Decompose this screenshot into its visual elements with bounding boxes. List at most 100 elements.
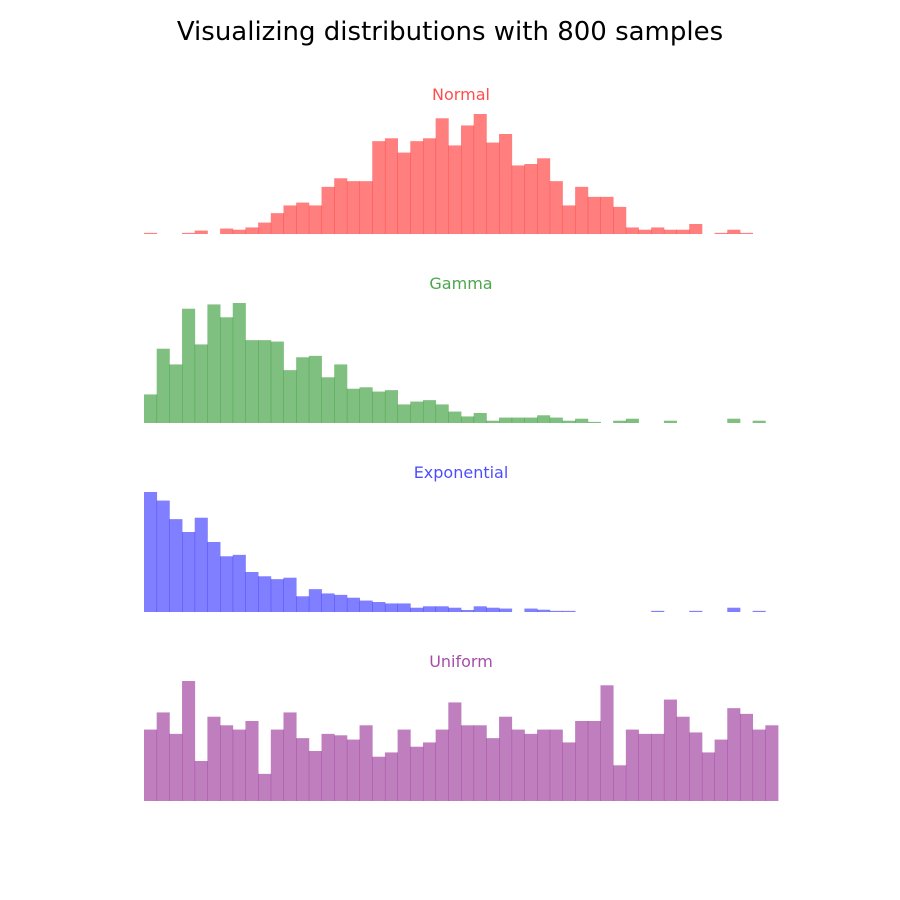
uniform-bar bbox=[676, 716, 690, 801]
exponential-bar bbox=[258, 576, 272, 612]
uniform-bar bbox=[625, 729, 639, 801]
exponential-bar bbox=[372, 602, 386, 612]
normal-bar bbox=[587, 196, 601, 234]
exponential-bar bbox=[308, 589, 322, 612]
gamma-bar bbox=[473, 413, 487, 423]
panel-normal: Normal bbox=[144, 85, 754, 234]
uniform-bar bbox=[461, 725, 475, 801]
uniform-bar bbox=[296, 738, 310, 801]
gamma-bar bbox=[549, 417, 563, 423]
exponential-bar bbox=[207, 542, 221, 612]
uniform-bar bbox=[575, 721, 589, 801]
exponential-bar bbox=[448, 607, 462, 612]
uniform-bar bbox=[739, 713, 754, 801]
histogram-panels: Normal Gamma Exponential Uniform bbox=[144, 85, 779, 801]
normal-bar bbox=[625, 227, 639, 234]
uniform-bar bbox=[182, 681, 196, 801]
uniform-bar bbox=[372, 756, 386, 801]
gamma-bar bbox=[194, 344, 208, 423]
gamma-bar bbox=[461, 416, 475, 423]
normal-bar bbox=[549, 181, 563, 234]
exponential-bar bbox=[410, 607, 424, 612]
normal-bar bbox=[194, 230, 208, 234]
uniform-bar bbox=[714, 739, 728, 801]
uniform-bar bbox=[346, 739, 360, 801]
exponential-bar bbox=[384, 603, 398, 612]
uniform-bar bbox=[245, 721, 259, 801]
normal-bar bbox=[638, 229, 652, 234]
gamma-bar bbox=[283, 370, 297, 423]
uniform-bar bbox=[283, 712, 297, 801]
exponential-bar bbox=[182, 532, 196, 612]
normal-bar bbox=[435, 118, 449, 234]
uniform-bar bbox=[308, 751, 322, 801]
gamma-bar bbox=[245, 340, 259, 423]
exponential-bar bbox=[156, 500, 170, 612]
uniform-bar bbox=[537, 729, 551, 801]
uniform-bar bbox=[448, 702, 462, 801]
panel-title-normal: Normal bbox=[432, 85, 490, 104]
normal-bar bbox=[422, 138, 437, 234]
normal-bar bbox=[676, 229, 690, 234]
uniform-bar bbox=[435, 729, 449, 801]
gamma-bar bbox=[486, 420, 500, 423]
gamma-bar bbox=[410, 401, 424, 423]
gamma-bar bbox=[296, 357, 310, 423]
figure-title: Visualizing distributions with 800 sampl… bbox=[177, 17, 723, 47]
uniform-bar bbox=[765, 725, 779, 801]
exponential-bar bbox=[499, 608, 513, 612]
normal-bar bbox=[663, 229, 677, 234]
normal-bar bbox=[232, 229, 246, 234]
exponential-bar bbox=[727, 607, 741, 612]
gamma-bar bbox=[575, 418, 589, 423]
uniform-bar bbox=[651, 733, 665, 801]
uniform-bar bbox=[194, 761, 208, 801]
panel-exponential: Exponential bbox=[144, 463, 766, 612]
normal-bar bbox=[473, 114, 487, 234]
uniform-bar bbox=[359, 725, 373, 801]
gamma-bar bbox=[169, 364, 183, 423]
gamma-bar bbox=[182, 308, 196, 423]
gamma-bar bbox=[511, 417, 525, 423]
uniform-bar bbox=[422, 742, 437, 801]
normal-bar bbox=[575, 186, 589, 234]
exponential-bar bbox=[549, 610, 563, 612]
normal-bar bbox=[613, 206, 627, 234]
uniform-bar bbox=[270, 729, 284, 801]
gamma-bar bbox=[663, 420, 677, 423]
gamma-bar bbox=[334, 364, 348, 423]
panel-gamma: Gamma bbox=[144, 274, 766, 423]
normal-bar bbox=[727, 229, 741, 234]
gamma-bar bbox=[372, 391, 386, 423]
uniform-bar bbox=[752, 729, 766, 801]
gamma-bar bbox=[308, 355, 322, 423]
normal-bar bbox=[258, 222, 272, 234]
normal-bar bbox=[144, 232, 158, 234]
uniform-bar bbox=[486, 738, 500, 801]
gamma-bar bbox=[207, 304, 221, 423]
exponential-bar bbox=[346, 597, 360, 612]
gamma-bar bbox=[321, 377, 335, 423]
uniform-bar bbox=[232, 729, 246, 801]
exponential-bar bbox=[651, 610, 665, 612]
gamma-bar bbox=[537, 415, 551, 423]
exponential-bar bbox=[334, 594, 348, 612]
exponential-bar bbox=[461, 610, 475, 612]
uniform-bar bbox=[334, 735, 348, 801]
exponential-bar bbox=[232, 554, 246, 612]
normal-bar bbox=[714, 232, 728, 234]
uniform-bar bbox=[144, 729, 158, 801]
gamma-bar bbox=[613, 420, 627, 423]
exponential-bar bbox=[689, 610, 703, 612]
uniform-bar bbox=[220, 725, 234, 801]
exponential-bar bbox=[524, 608, 538, 612]
exponential-bar bbox=[752, 610, 766, 612]
normal-bar bbox=[359, 181, 373, 234]
normal-bar bbox=[308, 205, 322, 234]
gamma-bar bbox=[156, 348, 170, 423]
exponential-bar bbox=[397, 603, 411, 612]
exponential-bar bbox=[270, 579, 284, 612]
normal-bar bbox=[739, 232, 754, 234]
uniform-bar bbox=[156, 712, 170, 801]
